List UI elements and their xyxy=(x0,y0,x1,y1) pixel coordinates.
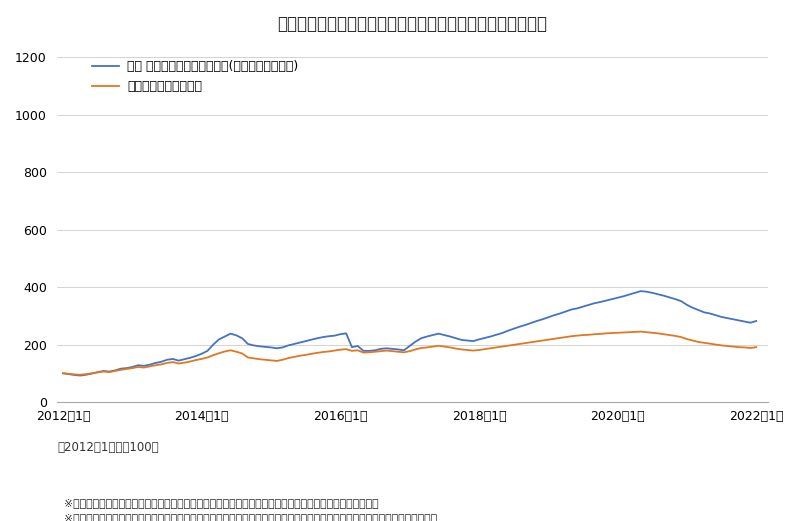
野村 世界業種別投資シリーズ(世界半導体株投資) xyxy=(134,362,143,368)
類似ファンド分類平均 xyxy=(636,329,646,335)
Text: ※類似ファンド分類平均＝モーニングスターインデックス　国際株式・グローバル・含む日本・為替ヘッジなし／類似（単純）: ※類似ファンド分類平均＝モーニングスターインデックス 国際株式・グローバル・含む… xyxy=(64,513,437,521)
Title: 「世界半導体株投資」の過去１０年間のパフォーマンス推移: 「世界半導体株投資」の過去１０年間のパフォーマンス推移 xyxy=(278,15,547,33)
類似ファンド分類平均 xyxy=(226,347,235,353)
野村 世界業種別投資シリーズ(世界半導体株投資) xyxy=(636,288,646,294)
野村 世界業種別投資シリーズ(世界半導体株投資) xyxy=(751,318,761,324)
類似ファンド分類平均 xyxy=(532,338,542,344)
野村 世界業種別投資シリーズ(世界半導体株投資) xyxy=(498,330,507,336)
Text: （2012年1月末＝100）: （2012年1月末＝100） xyxy=(58,441,159,454)
類似ファンド分類平均 xyxy=(134,364,143,370)
類似ファンド分類平均 xyxy=(58,370,68,376)
類似ファンド分類平均 xyxy=(498,343,507,350)
Line: 類似ファンド分類平均: 類似ファンド分類平均 xyxy=(63,332,756,375)
Text: ※野村　世界業種別投資シリーズ（世界半導体株投資）は、分配金込み・再投資ベース、信託報酬等控除後: ※野村 世界業種別投資シリーズ（世界半導体株投資）は、分配金込み・再投資ベース、… xyxy=(64,498,378,507)
野村 世界業種別投資シリーズ(世界半導体株投資) xyxy=(226,330,235,337)
野村 世界業種別投資シリーズ(世界半導体株投資) xyxy=(717,314,726,320)
類似ファンド分類平均 xyxy=(751,344,761,350)
Line: 野村 世界業種別投資シリーズ(世界半導体株投資): 野村 世界業種別投資シリーズ(世界半導体株投資) xyxy=(63,291,756,376)
野村 世界業種別投資シリーズ(世界半導体株投資) xyxy=(75,373,85,379)
野村 世界業種別投資シリーズ(世界半導体株投資) xyxy=(58,370,68,376)
類似ファンド分類平均 xyxy=(358,350,368,356)
野村 世界業種別投資シリーズ(世界半導体株投資) xyxy=(532,318,542,324)
類似ファンド分類平均 xyxy=(75,371,85,378)
Legend: 野村 世界業種別投資シリーズ(世界半導体株投資), 類似ファンド分類平均: 野村 世界業種別投資シリーズ(世界半導体株投資), 類似ファンド分類平均 xyxy=(92,60,298,93)
類似ファンド分類平均 xyxy=(717,342,726,349)
野村 世界業種別投資シリーズ(世界半導体株投資) xyxy=(358,348,368,354)
